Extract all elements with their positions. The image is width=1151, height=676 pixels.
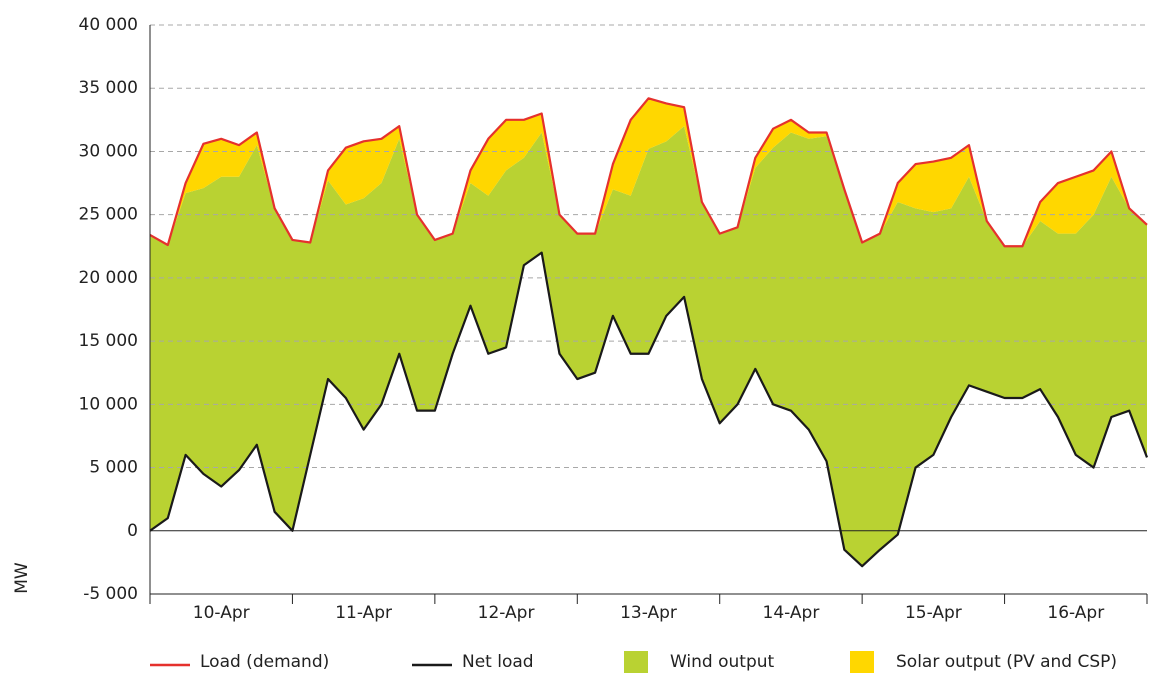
y-tick-label: 35 000: [79, 78, 138, 98]
legend-label: Net load: [462, 652, 534, 672]
y-tick-label: 10 000: [79, 394, 138, 414]
y-axis-label: MW: [12, 562, 32, 594]
x-tick-label: 15-Apr: [905, 603, 962, 623]
y-tick-label: 5 000: [89, 458, 138, 478]
y-tick-label: 30 000: [79, 141, 138, 161]
legend-label: Wind output: [670, 652, 775, 672]
y-tick-label: -5 000: [83, 584, 138, 604]
x-tick-label: 10-Apr: [193, 603, 250, 623]
y-tick-label: 20 000: [79, 268, 138, 288]
legend-swatch: [624, 651, 648, 673]
x-tick-label: 16-Apr: [1047, 603, 1104, 623]
y-tick-label: 15 000: [79, 331, 138, 351]
y-tick-label: 40 000: [79, 15, 138, 35]
line-0: [149, 97, 1148, 248]
line-1: [149, 251, 1149, 568]
x-tick-label: 11-Apr: [335, 603, 392, 623]
legend-label: Load (demand): [200, 652, 329, 672]
x-tick-label: 13-Apr: [620, 603, 677, 623]
area-3: [150, 98, 1147, 247]
area-2: [150, 126, 1147, 567]
y-tick-label: 25 000: [79, 205, 138, 225]
legend-label: Solar output (PV and CSP): [896, 652, 1117, 672]
x-tick-label: 12-Apr: [478, 603, 535, 623]
x-tick-label: 14-Apr: [763, 603, 820, 623]
y-tick-label: 0: [127, 521, 138, 541]
legend-swatch: [850, 651, 874, 673]
